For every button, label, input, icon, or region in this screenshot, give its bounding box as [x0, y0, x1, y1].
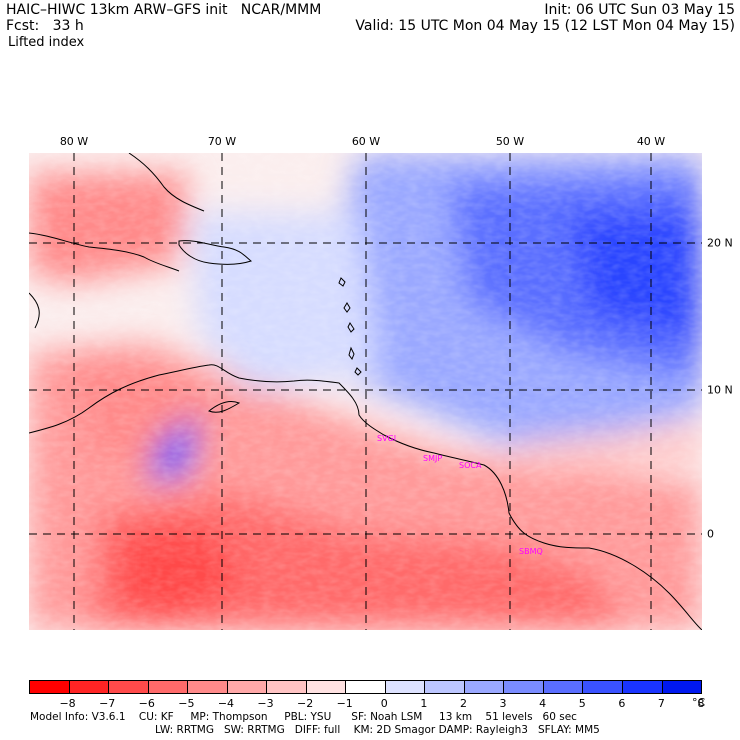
colorbar [29, 680, 702, 694]
lon-label-70w: 70 W [207, 135, 237, 148]
colorbar-unit: °C [692, 696, 706, 709]
model-title: HAIC–HIWC 13km ARW–GFS init NCAR/MMM [6, 2, 322, 18]
colorbar-swatch [306, 681, 347, 693]
colorbar-tick-label: −3 [257, 697, 274, 710]
footer-physics-info: LW: RRTMG SW: RRTMG DIFF: full KM: 2D Sm… [155, 724, 600, 736]
station-label: SVGI [377, 434, 396, 443]
colorbar-tick-label: 0 [380, 697, 388, 710]
forecast-hour: Fcst: 33 h [6, 18, 84, 34]
colorbar-tick-label: 1 [420, 697, 428, 710]
colorbar-tick-label: 2 [459, 697, 467, 710]
lifted-index-map: SVGI SMJP SOCA SBMQ [29, 153, 702, 630]
colorbar-swatch [543, 681, 584, 693]
colorbar-tick-label: −8 [59, 697, 76, 710]
station-label: SMJP [423, 454, 442, 463]
valid-time: Valid: 15 UTC Mon 04 May 15 (12 LST Mon … [355, 18, 735, 34]
colorbar-swatch [188, 681, 228, 693]
colorbar-swatch [622, 681, 663, 693]
colorbar-tick-label: −2 [297, 697, 314, 710]
map-canvas: SVGI SMJP SOCA SBMQ [29, 153, 702, 630]
lat-label-0: 0 [707, 527, 714, 541]
colorbar-tick-label: 5 [578, 697, 586, 710]
station-label: SBMQ [519, 547, 543, 556]
colorbar-tick-label: 7 [657, 697, 665, 710]
coastlines [29, 153, 702, 630]
init-time: Init: 06 UTC Sun 03 May 15 [544, 2, 735, 18]
graticule [29, 153, 702, 630]
colorbar-tick-label: −7 [99, 697, 116, 710]
colorbar-swatch [109, 681, 149, 693]
colorbar-swatch [227, 681, 268, 693]
station-label: SOCA [459, 461, 482, 470]
colorbar-tick-label: −5 [178, 697, 195, 710]
field-title: Lifted index [8, 35, 85, 50]
colorbar-swatch [504, 681, 544, 693]
colorbar-tick-label: 4 [539, 697, 547, 710]
colorbar-swatch [267, 681, 307, 693]
colorbar-swatch [30, 681, 70, 693]
colorbar-swatch [148, 681, 189, 693]
colorbar-swatch [425, 681, 465, 693]
islands [338, 277, 362, 376]
colorbar-tick-label: 8 [697, 697, 705, 710]
lon-label-80w: 80 W [59, 135, 89, 148]
colorbar-swatch [583, 681, 623, 693]
colorbar-tick-label: −1 [336, 697, 353, 710]
colorbar-swatch [464, 681, 505, 693]
colorbar-swatch [662, 681, 702, 693]
colorbar-tick-label: −4 [217, 697, 235, 710]
colorbar-swatch [69, 681, 110, 693]
footer-model-info: Model Info: V3.6.1 CU: KF MP: Thompson P… [30, 711, 577, 723]
colorbar-tick-label: 6 [618, 697, 626, 710]
lon-label-50w: 50 W [495, 135, 525, 148]
lon-label-40w: 40 W [636, 135, 666, 148]
lat-label-20n: 20 N [707, 236, 733, 250]
lat-label-10n: 10 N [707, 383, 733, 397]
colorbar-swatch [346, 681, 386, 693]
colorbar-swatch [385, 681, 426, 693]
colorbar-tick-label: 3 [499, 697, 507, 710]
lon-label-60w: 60 W [351, 135, 381, 148]
colorbar-tick-label: −6 [138, 697, 155, 710]
